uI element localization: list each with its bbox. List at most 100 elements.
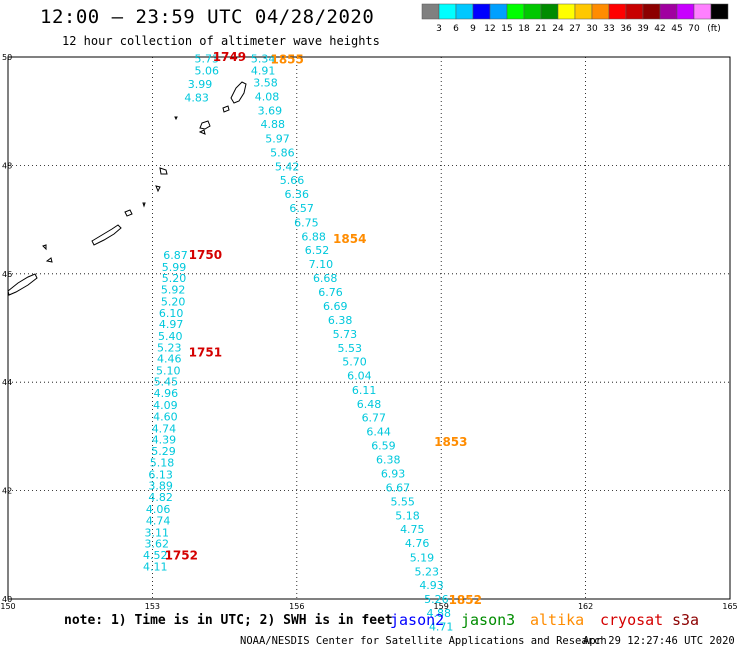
swh-value-cryosat: 4.39 bbox=[152, 434, 177, 447]
swh-value-altika: 6.67 bbox=[386, 481, 411, 494]
island-small-8 bbox=[45, 257, 53, 263]
swh-value-altika: 6.38 bbox=[328, 314, 353, 327]
swh-value-altika: 5.26 bbox=[424, 593, 449, 606]
legend-swatch bbox=[710, 3, 729, 20]
swh-points-layer: 5.735.063.994.836.875.995.205.925.206.10… bbox=[143, 53, 453, 634]
x-tick-label: 153 bbox=[145, 602, 160, 611]
swh-value-altika: 6.75 bbox=[294, 216, 319, 229]
swh-value-altika: 4.76 bbox=[405, 537, 430, 550]
legend-jason2: jason2 bbox=[390, 611, 445, 629]
swh-value-altika: 5.97 bbox=[265, 132, 290, 145]
island-onekotan bbox=[159, 167, 168, 175]
legend-tick-label: 42 bbox=[654, 24, 665, 34]
y-tick-label: 40 bbox=[2, 595, 12, 604]
legend-tick-label: 33 bbox=[603, 24, 614, 34]
swh-value-cryosat: 5.40 bbox=[158, 330, 183, 343]
swh-value-altika: 5.19 bbox=[410, 551, 435, 564]
legend-tick-label: 18 bbox=[518, 24, 530, 34]
swh-value-cryosat: 5.18 bbox=[150, 456, 175, 469]
x-tick-label: 165 bbox=[722, 602, 737, 611]
swh-value-cryosat: 6.10 bbox=[159, 307, 184, 320]
legend-tick-label: 45 bbox=[671, 24, 682, 34]
swh-value-altika: 6.11 bbox=[352, 384, 377, 397]
island-small-4 bbox=[174, 116, 178, 121]
swh-value-altika: 6.88 bbox=[301, 230, 326, 243]
swh-value-altika: 6.38 bbox=[376, 454, 401, 467]
legend-tick-label: 21 bbox=[535, 24, 546, 34]
legend-tick-label: 70 bbox=[688, 24, 700, 34]
swh-value-altika: 4.75 bbox=[400, 523, 425, 536]
pass-time-cryosat: 1749 bbox=[213, 50, 246, 64]
swh-value-cryosat: 5.10 bbox=[156, 364, 181, 377]
swh-value-cryosat: 3.11 bbox=[144, 526, 169, 539]
grid-layer: 150 153 156 159 162 165 40 42 44 46 48 50 bbox=[0, 53, 737, 611]
legend-altika: altika bbox=[530, 611, 585, 629]
swh-value-altika: 5.34 bbox=[251, 53, 276, 66]
swh-value-cryosat: 3.99 bbox=[188, 78, 213, 91]
swh-value-cryosat: 4.52 bbox=[143, 549, 168, 562]
pass-time-altika: 1853 bbox=[434, 435, 467, 449]
legend-tick-label: 36 bbox=[620, 24, 632, 34]
swh-value-altika: 5.18 bbox=[395, 510, 420, 523]
swh-value-cryosat: 4.11 bbox=[143, 560, 168, 573]
swh-value-altika: 4.88 bbox=[427, 607, 452, 620]
swh-value-cryosat: 5.23 bbox=[157, 342, 182, 355]
y-tick-label: 50 bbox=[2, 53, 12, 62]
swh-value-cryosat: 4.97 bbox=[159, 318, 184, 331]
swh-value-cryosat: 4.83 bbox=[184, 92, 209, 105]
island-simushir bbox=[124, 209, 133, 217]
swh-value-cryosat: 5.20 bbox=[161, 295, 186, 308]
swh-value-cryosat: 6.13 bbox=[148, 468, 173, 481]
swh-value-cryosat: 5.45 bbox=[154, 376, 179, 389]
swh-value-altika: 4.91 bbox=[251, 65, 276, 78]
y-tick-label: 46 bbox=[2, 270, 12, 279]
swh-value-cryosat: 5.99 bbox=[162, 261, 187, 274]
legend-s3a: s3a bbox=[672, 611, 700, 629]
swh-value-cryosat: 6.87 bbox=[163, 249, 188, 262]
swh-value-cryosat: 5.29 bbox=[151, 445, 176, 458]
plot-frame bbox=[7, 56, 731, 600]
legend-tick-label: 30 bbox=[586, 24, 598, 34]
pass-time-labels-layer: 1749 1750 1751 1752 1855 1854 1853 1852 bbox=[165, 50, 482, 607]
swh-value-cryosat: 4.74 bbox=[152, 422, 177, 435]
swh-value-altika: 6.36 bbox=[285, 188, 310, 201]
swh-value-altika: 6.77 bbox=[362, 411, 387, 424]
swh-value-cryosat: 4.82 bbox=[148, 491, 173, 504]
swh-value-altika: 5.66 bbox=[280, 174, 305, 187]
legend-tick-label: 24 bbox=[552, 24, 564, 34]
legend-tick-label: 12 bbox=[484, 24, 495, 34]
legend-unit: (ft) bbox=[707, 24, 721, 34]
swh-value-altika: 5.42 bbox=[275, 160, 300, 173]
credit-line: NOAA/NESDIS Center for Satellite Applica… bbox=[240, 635, 607, 647]
swh-value-altika: 6.68 bbox=[313, 272, 338, 285]
swh-value-cryosat: 3.89 bbox=[148, 480, 173, 493]
swh-value-cryosat: 3.62 bbox=[144, 538, 169, 551]
swh-value-cryosat: 4.09 bbox=[153, 399, 178, 412]
swh-value-altika: 6.52 bbox=[305, 244, 330, 257]
coastline-layer bbox=[7, 81, 247, 296]
swh-value-altika: 5.23 bbox=[415, 565, 440, 578]
swh-value-cryosat: 5.06 bbox=[195, 65, 220, 78]
chart-title: 12:00 – 23:59 UTC 04/28/2020 bbox=[40, 6, 375, 28]
x-tick-label: 162 bbox=[578, 602, 593, 611]
swh-value-altika: 6.76 bbox=[318, 286, 343, 299]
island-small-5 bbox=[155, 185, 161, 193]
swh-value-altika: 6.59 bbox=[371, 440, 396, 453]
swh-value-altika: 5.86 bbox=[270, 146, 295, 159]
island-small-2 bbox=[199, 120, 211, 130]
swh-value-altika: 4.71 bbox=[429, 621, 454, 634]
swh-value-cryosat: 4.06 bbox=[146, 503, 171, 516]
pass-time-cryosat: 1751 bbox=[189, 345, 222, 359]
pass-time-cryosat: 1750 bbox=[189, 248, 222, 262]
pass-time-cryosat: 1752 bbox=[165, 549, 198, 563]
legend-jason3: jason3 bbox=[461, 611, 516, 629]
x-tick-label: 159 bbox=[434, 602, 449, 611]
swh-value-altika: 4.88 bbox=[260, 118, 285, 131]
legend-cryosat: cryosat bbox=[600, 611, 664, 629]
island-small-3 bbox=[198, 129, 206, 135]
x-tick-label: 150 bbox=[0, 602, 15, 611]
island-small-7 bbox=[42, 244, 47, 251]
swh-value-cryosat: 5.92 bbox=[161, 284, 186, 297]
